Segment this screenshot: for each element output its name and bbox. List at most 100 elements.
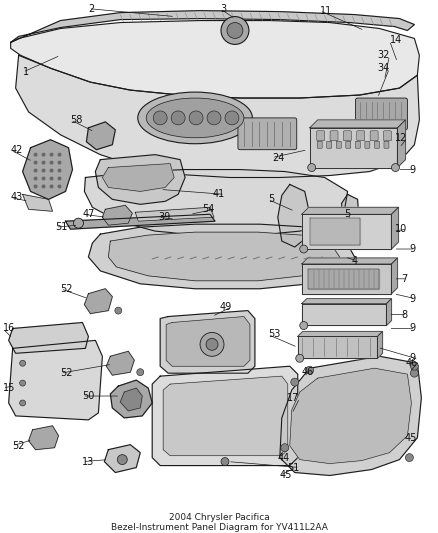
Text: 14: 14 [389,35,402,45]
Text: 8: 8 [401,310,407,320]
FancyBboxPatch shape [356,98,407,130]
Circle shape [137,369,144,376]
Text: 11: 11 [320,6,332,15]
Circle shape [34,176,38,181]
Text: 58: 58 [71,115,83,125]
Circle shape [49,184,53,189]
Polygon shape [160,311,255,373]
Circle shape [20,380,25,386]
Text: 51: 51 [287,463,300,473]
Polygon shape [152,366,298,465]
Text: 9: 9 [409,244,415,254]
Text: 13: 13 [82,457,95,466]
FancyBboxPatch shape [327,141,332,148]
Circle shape [42,168,46,173]
Circle shape [221,17,249,44]
Polygon shape [392,207,399,249]
Circle shape [20,400,25,406]
Circle shape [42,184,46,189]
FancyBboxPatch shape [330,131,338,141]
Circle shape [410,369,418,377]
Polygon shape [85,289,112,313]
Polygon shape [86,122,115,150]
Text: 9: 9 [409,324,415,334]
Text: 24: 24 [272,152,284,163]
Circle shape [57,184,61,189]
Polygon shape [298,336,378,358]
Text: 10: 10 [395,224,407,234]
Polygon shape [163,376,288,456]
Text: 2: 2 [88,4,95,14]
Polygon shape [397,120,406,167]
Polygon shape [23,195,53,211]
Text: 44: 44 [278,453,290,463]
Circle shape [49,168,53,173]
Polygon shape [23,140,72,199]
Polygon shape [108,232,339,281]
FancyBboxPatch shape [346,141,351,148]
Circle shape [306,366,314,374]
Circle shape [206,338,218,350]
Polygon shape [102,205,132,225]
Polygon shape [11,21,419,98]
FancyBboxPatch shape [357,131,365,141]
Circle shape [227,22,243,38]
Circle shape [300,245,308,253]
Circle shape [49,152,53,157]
Circle shape [115,307,122,314]
Text: 4: 4 [351,256,357,266]
Polygon shape [104,445,140,473]
FancyBboxPatch shape [370,131,378,141]
Polygon shape [308,269,379,289]
Text: 32: 32 [377,50,389,60]
Polygon shape [290,368,411,464]
Polygon shape [9,322,88,353]
Polygon shape [88,224,355,289]
Polygon shape [66,214,215,229]
Text: 9: 9 [409,165,415,174]
Circle shape [42,152,46,157]
Text: 39: 39 [158,212,170,222]
Text: 52: 52 [60,368,73,378]
Circle shape [207,111,221,125]
Circle shape [57,176,61,181]
Ellipse shape [146,98,244,138]
Circle shape [296,354,304,362]
Text: 47: 47 [82,209,95,219]
Polygon shape [110,380,152,418]
Text: 53: 53 [268,329,280,340]
Circle shape [42,160,46,165]
FancyBboxPatch shape [384,141,389,148]
Text: 1: 1 [23,67,29,77]
Polygon shape [392,258,397,294]
Circle shape [117,455,127,465]
Polygon shape [16,55,419,177]
Text: 2004 Chrysler Pacifica: 2004 Chrysler Pacifica [169,513,269,522]
Text: 50: 50 [82,391,95,401]
Text: 34: 34 [377,63,389,73]
Circle shape [406,454,413,462]
FancyBboxPatch shape [384,131,392,141]
Polygon shape [95,155,185,204]
Circle shape [74,218,83,228]
Polygon shape [342,195,360,237]
Circle shape [49,160,53,165]
Circle shape [34,152,38,157]
Polygon shape [106,351,134,375]
Circle shape [200,333,224,356]
Text: 46: 46 [302,367,314,377]
Polygon shape [302,304,386,326]
Circle shape [34,160,38,165]
Circle shape [57,160,61,165]
Text: 49: 49 [220,302,232,312]
Polygon shape [135,207,214,221]
Circle shape [308,164,316,172]
Polygon shape [302,207,399,214]
Circle shape [20,360,25,366]
Polygon shape [310,128,397,167]
Circle shape [392,164,399,172]
Polygon shape [378,332,382,358]
Polygon shape [278,184,310,247]
Polygon shape [386,298,392,326]
Polygon shape [120,388,142,411]
